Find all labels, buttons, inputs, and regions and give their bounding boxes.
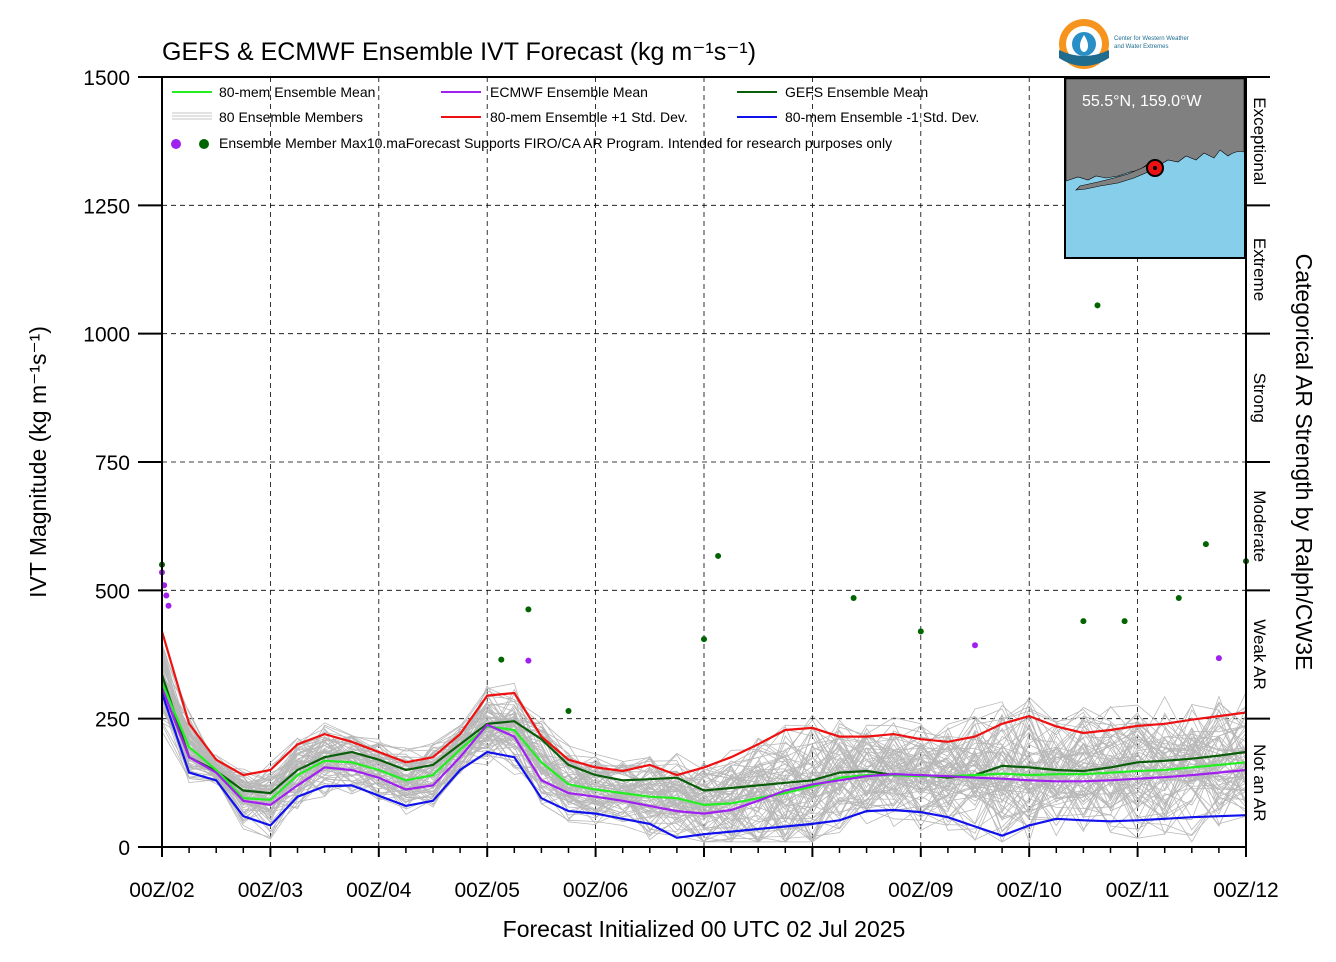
gefs-member-max-point xyxy=(1080,618,1087,625)
legend-ecmwf: ECMWF Ensemble Mean xyxy=(490,84,648,100)
ecmwf-member-max-point xyxy=(163,592,170,599)
ensemble-member-line xyxy=(161,673,1247,808)
x-tick-label: 00Z/07 xyxy=(671,879,736,902)
y-tick-label: 250 xyxy=(95,709,130,732)
ensemble-member-line xyxy=(161,671,1247,807)
series-line-plus_sd xyxy=(160,631,1247,777)
ensemble-member-line xyxy=(161,666,1247,823)
x-tick-label: 00Z/06 xyxy=(563,879,628,902)
x-tick-label: 00Z/04 xyxy=(346,879,412,902)
series-line-ecmwf xyxy=(160,687,1247,815)
legend-mean: 80-mem Ensemble Mean xyxy=(219,84,375,100)
ensemble-member-line xyxy=(161,674,1247,843)
ensemble-member-line xyxy=(161,700,1247,843)
category-label: Moderate xyxy=(1250,490,1269,562)
right-axis-label: Categorical AR Strength by Ralph/CW3E xyxy=(1291,254,1317,671)
cw3e-logo: Center for Western Weather and Water Ext… xyxy=(1059,19,1189,69)
x-tick-label: 00Z/02 xyxy=(129,879,194,902)
logo-line-2: and Water Extremes xyxy=(1114,44,1168,50)
ecmwf-member-max-point xyxy=(165,602,172,609)
inset-map: 55.5°N, 159.0°W xyxy=(1064,77,1246,259)
gefs-member-max-point xyxy=(525,606,532,613)
legend-plus-sd: 80-mem Ensemble +1 Std. Dev. xyxy=(490,109,688,125)
legend-members: 80 Ensemble Members xyxy=(219,109,363,125)
ecmwf-member-max-point xyxy=(972,642,978,649)
x-tick-label: 00Z/10 xyxy=(997,879,1062,902)
legend-max: Ensemble Member Max10.maForecast Support… xyxy=(219,135,892,151)
ensemble-member-line xyxy=(161,718,1247,843)
series-line-minus_sd xyxy=(160,692,1247,839)
gefs-member-max-point xyxy=(1094,302,1101,309)
y-tick-label: 1500 xyxy=(83,67,130,90)
x-tick-label: 00Z/12 xyxy=(1213,879,1278,902)
y-tick-label: 0 xyxy=(118,837,130,860)
inset-frame xyxy=(1064,77,1246,259)
gefs-member-max-point xyxy=(715,552,722,559)
y-tick-label: 1000 xyxy=(83,324,130,347)
x-tick-label: 00Z/11 xyxy=(1106,879,1170,902)
x-axis-label: Forecast Initialized 00 UTC 02 Jul 2025 xyxy=(503,916,906,942)
ar-category-axis: Not an AR Weak AR Moderate Strong Extreme Exc… xyxy=(1246,76,1270,822)
legend-gefs: GEFS Ensemble Mean xyxy=(785,84,928,100)
gefs-member-max-point xyxy=(498,656,505,663)
category-label: Extreme xyxy=(1250,238,1269,301)
ensemble-member-max-points xyxy=(159,302,1249,714)
gefs-member-max-point xyxy=(565,707,572,714)
ecmwf-member-max-point xyxy=(1215,655,1222,662)
inset-peninsula xyxy=(1075,161,1161,191)
category-label: Weak AR xyxy=(1250,619,1269,690)
series-line-gefs xyxy=(160,674,1247,795)
legend-swatch-gefs-max xyxy=(199,139,209,149)
y-tick-label: 500 xyxy=(95,580,130,603)
series-lines xyxy=(160,631,1247,839)
x-tick-label: 00Z/08 xyxy=(780,879,845,902)
ensemble-member-line xyxy=(161,668,1247,797)
x-tick-label: 00Z/05 xyxy=(455,879,520,902)
ensemble-member-line xyxy=(161,682,1247,810)
gefs-member-max-point xyxy=(1121,618,1128,625)
category-label: Exceptional xyxy=(1250,97,1269,185)
chart-title: GEFS & ECMWF Ensemble IVT Forecast (kg m… xyxy=(162,38,756,66)
inset-land xyxy=(1065,78,1245,182)
category-label: Not an AR xyxy=(1250,744,1269,822)
ensemble-member-line xyxy=(161,676,1247,809)
y-axis-label: IVT Magnitude (kg m⁻¹s⁻¹) xyxy=(25,326,51,598)
y-tick-label: 1250 xyxy=(83,195,130,218)
series-line-mean xyxy=(160,682,1247,807)
x-tick-label: 00Z/09 xyxy=(888,879,953,902)
legend: 80-mem Ensemble Mean ECMWF Ensemble Mean… xyxy=(171,84,979,151)
inset-location-label: 55.5°N, 159.0°W xyxy=(1082,93,1202,110)
x-tick-label: 00Z/03 xyxy=(238,879,303,902)
gefs-member-max-point xyxy=(850,595,857,602)
legend-swatch-members xyxy=(172,112,212,120)
legend-swatch-ecmwf-max xyxy=(171,139,181,149)
ensemble-member-line xyxy=(161,697,1247,843)
gefs-member-max-point xyxy=(1175,595,1182,602)
ensemble-member-line xyxy=(161,699,1247,830)
logo-line-1: Center for Western Weather xyxy=(1114,36,1189,42)
gefs-member-max-point xyxy=(917,628,924,635)
y-tick-label: 750 xyxy=(95,452,130,475)
gefs-member-max-point xyxy=(1202,541,1209,548)
gefs-member-max-point xyxy=(701,636,707,643)
ecmwf-member-max-point xyxy=(525,657,532,664)
inset-location-marker-center xyxy=(1153,166,1157,170)
category-label: Strong xyxy=(1250,373,1269,423)
legend-minus-sd: 80-mem Ensemble -1 Std. Dev. xyxy=(785,109,979,125)
axis-ticks: 00Z/02 00Z/03 00Z/04 00Z/05 00Z/06 00Z/07 00Z/… xyxy=(83,67,1278,902)
